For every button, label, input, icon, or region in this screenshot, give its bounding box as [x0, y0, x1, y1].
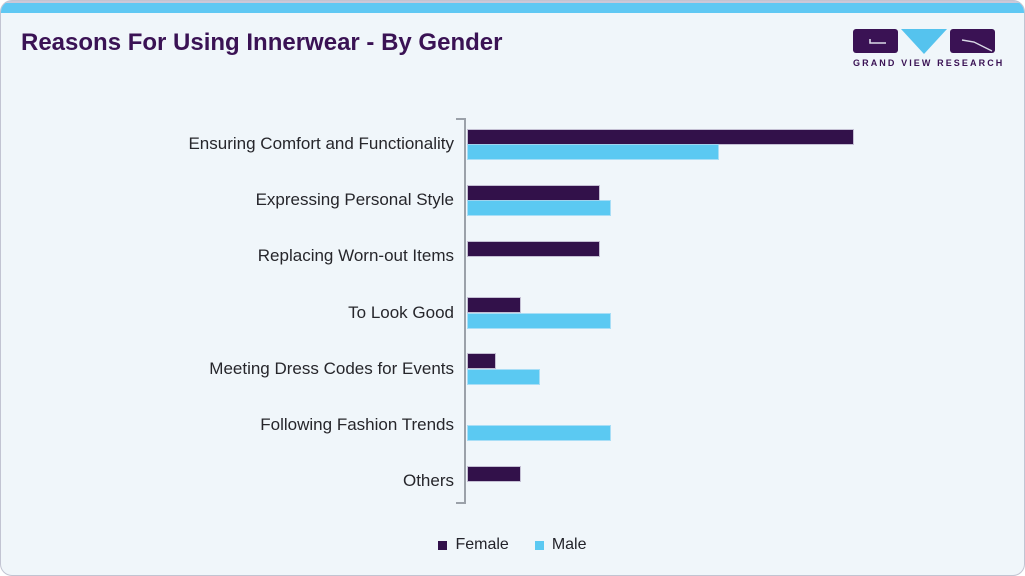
legend-item-female: Female [438, 536, 509, 554]
female-bar [468, 466, 520, 481]
legend-label: Male [551, 536, 587, 553]
legend-swatch-icon [438, 540, 448, 550]
grand-view-research-logo: GRAND VIEW RESEARCH [853, 29, 1005, 68]
logo-r-icon [950, 29, 995, 53]
legend-swatch-icon [534, 540, 544, 550]
top-accent-strip [1, 1, 1024, 13]
category-label: Meeting Dress Codes for Events [209, 358, 454, 378]
category-row: Meeting Dress Codes for Events [1, 341, 1024, 397]
female-bar [468, 185, 599, 200]
logo-glyphs [853, 29, 996, 54]
category-label: Following Fashion Trends [260, 415, 454, 435]
category-label: To Look Good [348, 302, 454, 322]
female-bar [468, 298, 520, 313]
male-bar [468, 313, 611, 328]
category-axis-line [456, 118, 466, 504]
category-label: Expressing Personal Style [255, 190, 454, 210]
male-bar [468, 145, 719, 160]
logo-v-icon [901, 29, 947, 54]
category-label: Others [402, 471, 454, 491]
legend-item-male: Male [534, 536, 587, 554]
category-row: Others [1, 453, 1024, 509]
male-bar [468, 369, 540, 384]
female-bar [468, 354, 495, 369]
page-title: Reasons For Using Innerwear - By Gender [21, 29, 503, 56]
male-bar [468, 201, 611, 216]
category-row: Replacing Worn-out Items [1, 228, 1024, 284]
male-bar [468, 426, 611, 441]
chart-legend: Female Male [1, 536, 1024, 554]
category-row: Ensuring Comfort and Functionality [1, 116, 1024, 172]
category-label: Ensuring Comfort and Functionality [188, 134, 454, 154]
category-row: To Look Good [1, 285, 1024, 341]
bar-chart: Ensuring Comfort and Functionality Expres… [1, 116, 1024, 509]
legend-label: Female [455, 536, 509, 553]
female-bar [468, 129, 853, 144]
category-row: Expressing Personal Style [1, 172, 1024, 228]
category-row: Following Fashion Trends [1, 397, 1024, 453]
category-label: Replacing Worn-out Items [257, 246, 454, 266]
logo-wordmark: GRAND VIEW RESEARCH [853, 58, 1005, 68]
logo-g-icon [853, 29, 898, 53]
female-bar [468, 241, 599, 256]
